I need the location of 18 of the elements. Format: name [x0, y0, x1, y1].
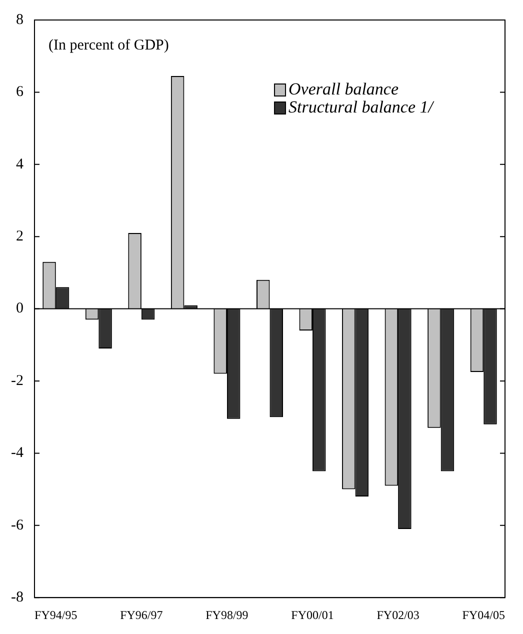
x-tick-label: FY98/99: [206, 608, 248, 622]
y-tick-label: -6: [10, 517, 24, 534]
y-tick-label: -2: [10, 372, 24, 389]
legend-label: Overall balance: [288, 79, 399, 98]
y-tick-label: -8: [10, 590, 24, 606]
y-tick-label: 0: [16, 300, 24, 317]
annotation: (In percent of GDP): [48, 37, 169, 54]
y-tick-label: 6: [16, 84, 24, 100]
x-tick-label: FY96/97: [120, 608, 163, 622]
y-tick-label: 4: [16, 156, 24, 172]
x-tick-label: FY04/05: [462, 608, 505, 622]
x-tick-label: FY00/01: [291, 608, 334, 622]
legend-label: Structural balance 1/: [288, 97, 436, 116]
y-tick-label: 2: [16, 228, 24, 245]
x-tick-label: FY94/95: [34, 608, 78, 622]
x-tick-label: FY02/03: [376, 608, 420, 622]
y-tick-label: -4: [10, 445, 24, 462]
y-tick-label: 8: [16, 12, 24, 28]
